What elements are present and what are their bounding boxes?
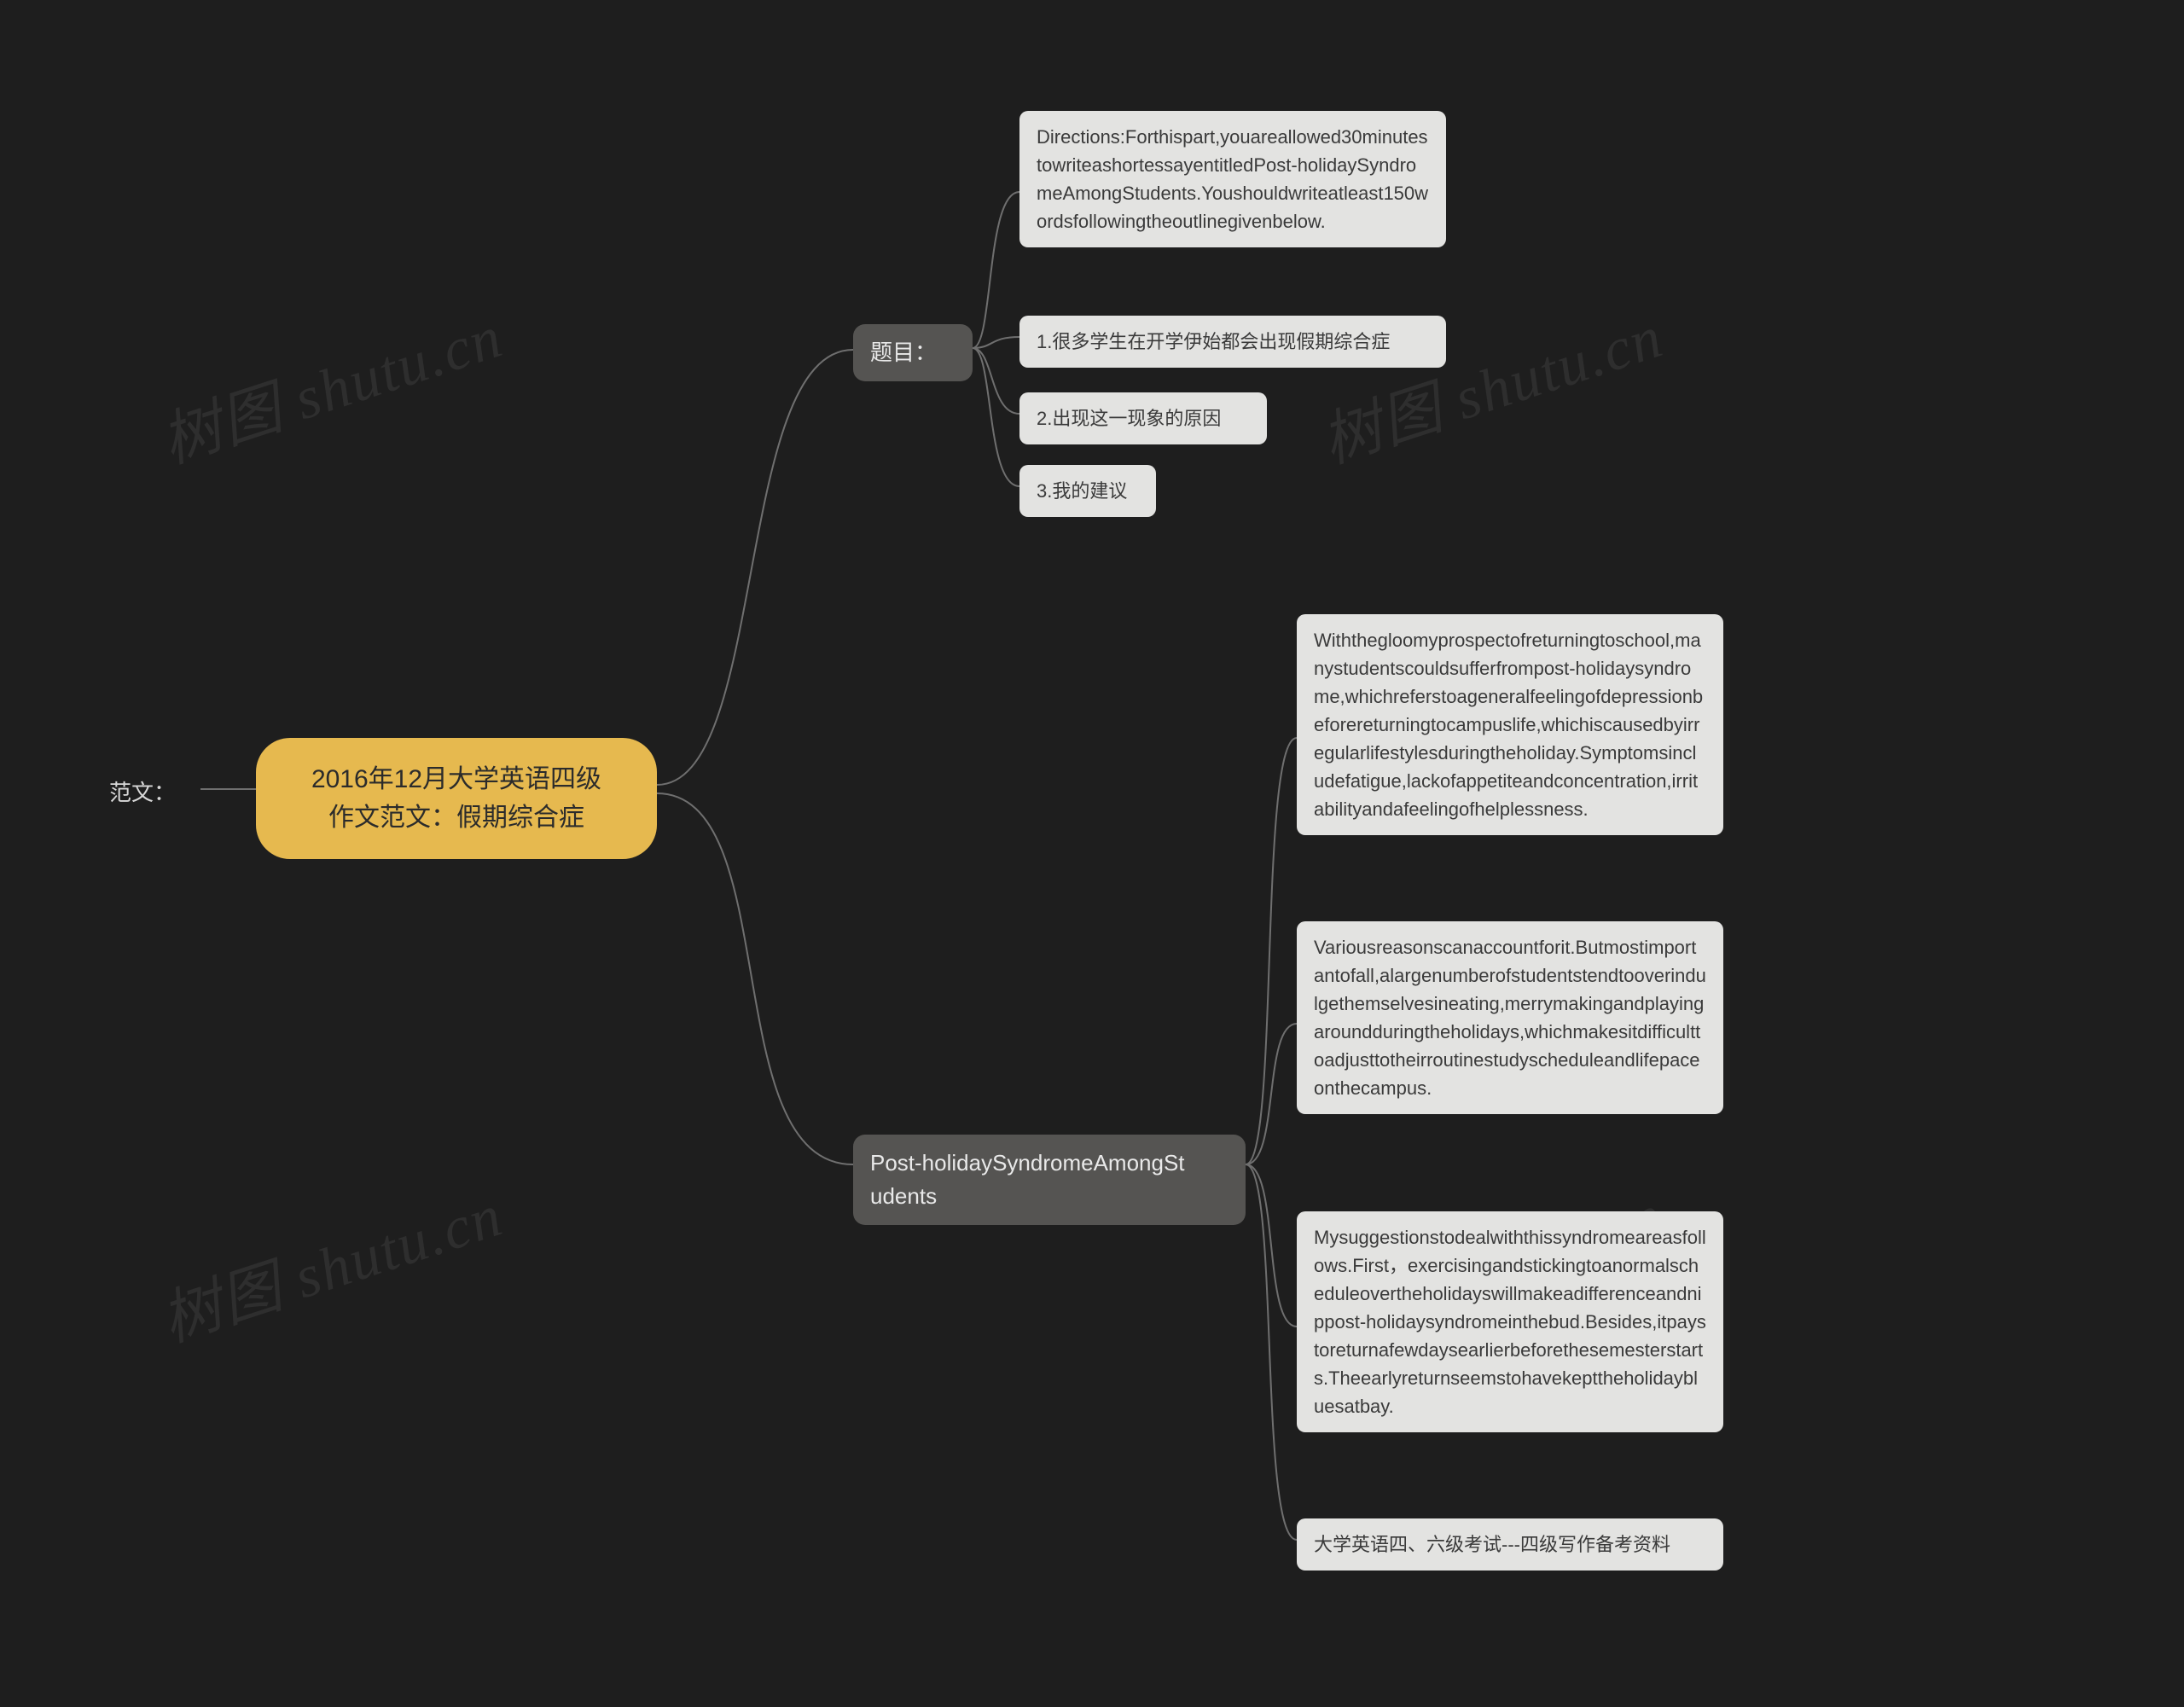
root-line1: 2016年12月大学英语四级	[290, 760, 623, 798]
leaf-para2[interactable]: Variousreasonscanaccountforit.Butmostimp…	[1297, 921, 1723, 1114]
leaf-point1[interactable]: 1.很多学生在开学伊始都会出现假期综合症	[1019, 316, 1446, 368]
root-node[interactable]: 2016年12月大学英语四级 作文范文：假期综合症	[256, 738, 657, 859]
leaf-point2[interactable]: 2.出现这一现象的原因	[1019, 392, 1267, 444]
branch-topic[interactable]: 题目：	[853, 324, 973, 381]
root-line2: 作文范文：假期综合症	[290, 798, 623, 837]
leaf-reference[interactable]: 大学英语四、六级考试---四级写作备考资料	[1297, 1518, 1723, 1571]
leaf-para1[interactable]: Withthegloomyprospectofreturningtoschool…	[1297, 614, 1723, 835]
branch-essay-line2: udents	[870, 1180, 1228, 1213]
side-label-fanwen: 范文：	[94, 768, 205, 818]
leaf-point3[interactable]: 3.我的建议	[1019, 465, 1156, 517]
watermark: 树图 shutu.cn	[149, 288, 513, 479]
watermark: 树图 shutu.cn	[149, 1167, 513, 1358]
branch-essay-title[interactable]: Post-holidaySyndromeAmongSt udents	[853, 1135, 1246, 1225]
branch-essay-line1: Post-holidaySyndromeAmongSt	[870, 1147, 1228, 1180]
leaf-directions[interactable]: Directions:Forthispart,youareallowed30mi…	[1019, 111, 1446, 247]
leaf-para3[interactable]: Mysuggestionstodealwiththissyndromeareas…	[1297, 1211, 1723, 1432]
